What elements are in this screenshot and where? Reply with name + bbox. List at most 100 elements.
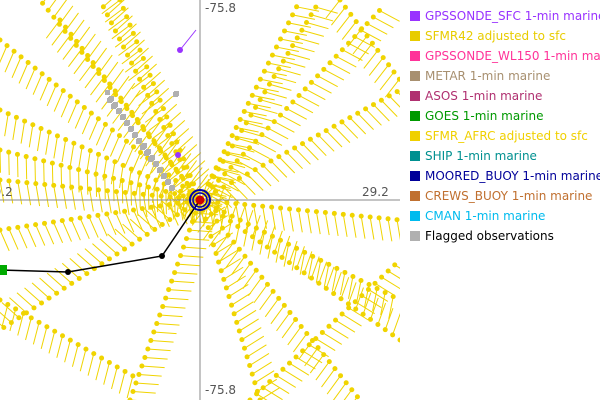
obs-point [0,37,3,43]
wind-barb [335,55,357,68]
storm-center [195,195,205,205]
wind-barb [25,67,36,90]
wind-barb [107,233,125,250]
wind-barb [64,340,71,363]
wind-barb [104,7,124,23]
wind-barb [165,297,189,301]
wind-barb [151,195,157,218]
wind-barb [356,280,362,303]
wind-barb [365,108,382,126]
wind-barb [94,154,99,177]
wind-barb [112,104,127,124]
wind-barb [342,214,348,237]
wind-barb [244,110,267,117]
wind-barb [250,114,274,122]
track-point [65,269,71,275]
wind-barb [42,0,46,4]
wind-barb [45,132,50,155]
wind-barb [92,243,110,260]
wind-barb [143,110,158,131]
wind-barb [8,228,19,250]
wind-barb [119,165,124,189]
wind-barb [362,292,372,315]
wind-barb [142,194,148,217]
flagged-obs [140,145,145,150]
wind-barb [36,128,42,152]
wind-barb [0,311,12,323]
wind-barb [291,248,298,271]
longitude-label: -75.8 [205,1,236,15]
wind-barb [288,240,298,263]
wind-barb [138,157,149,180]
wind-barb [110,161,116,185]
wind-barb [333,213,339,237]
wind-barb [35,183,41,207]
wind-barb [281,235,291,258]
wind-barb [102,129,113,152]
wind-barb [373,16,394,29]
wind-barb [135,172,141,196]
wind-barb [392,313,400,336]
wind-barb [262,387,283,400]
wind-barb [101,0,121,15]
wind-barb [71,187,76,210]
wind-barb [70,19,85,39]
wind-barb [17,227,28,249]
wind-barb [254,169,272,187]
wind-barb [48,331,56,354]
wind-barb [177,263,201,267]
wind-barb [242,269,257,290]
wind-barb [115,212,126,234]
wind-barb [296,6,320,12]
wind-barb [154,125,169,145]
wind-barb [225,248,240,268]
legend-swatch [410,211,420,221]
wind-barb [53,185,59,208]
wind-barb [70,219,81,241]
wind-barb [325,266,335,289]
wind-barb [64,12,79,32]
wind-barb [276,375,296,388]
legend-label: GPSSONDE_WL150 1-min marine [425,49,600,63]
wind-barb [183,246,207,250]
wind-barb [114,33,134,48]
wind-barb [347,28,362,48]
wind-barb [286,108,307,120]
wind-barb [209,184,232,192]
wind-barb [218,179,239,192]
legend-label: MOORED_BUOY 1-min marine [425,169,600,183]
wind-barb [4,51,15,73]
wind-barb [341,121,359,139]
wind-barb [77,253,95,270]
wind-barb [281,319,296,339]
flagged-obs [161,174,166,179]
wind-barb [126,89,141,109]
wind-barb [315,338,336,352]
wind-barb [236,262,252,282]
wind-barb [374,64,389,84]
obs-point [396,76,400,82]
wind-barb [165,139,181,159]
wind-barb [308,344,329,358]
wind-barb [71,344,79,367]
flagged-obs [153,162,158,167]
legend-label: GPSSONDE_SFC 1-min marine [425,9,600,23]
wind-barb [264,70,287,77]
wind-barb [315,361,330,381]
wind-barb [273,76,297,84]
wind-barb [341,313,362,327]
legend-item: CMAN 1-min marine [410,208,545,224]
wind-barb [9,308,17,332]
wind-barb [396,219,400,241]
wind-barb [69,143,75,166]
wind-barb [133,193,139,217]
wind-barb [292,333,308,353]
wind-barb [61,220,72,242]
wind-barb [233,301,254,315]
wind-barb [257,378,278,392]
wind-barb [213,232,234,246]
wind-barb [259,291,274,311]
wind-barb [239,318,259,332]
wind-barb [124,192,130,216]
wind-barb [103,0,112,8]
